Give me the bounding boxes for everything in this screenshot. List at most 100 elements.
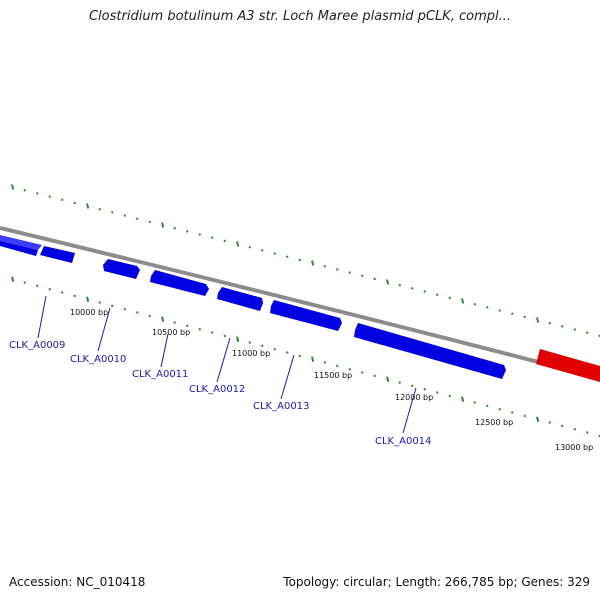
minor-tick: [398, 283, 401, 287]
minor-tick: [198, 233, 201, 236]
major-tick: [11, 184, 15, 190]
leader-line: [402, 387, 417, 434]
minor-tick: [498, 309, 501, 312]
gene-label[interactable]: CLK_A0010: [70, 354, 126, 365]
minor-tick: [348, 367, 351, 371]
minor-tick: [423, 290, 426, 293]
summary-text: Topology: circular; Length: 266,785 bp; …: [283, 575, 590, 589]
gene-label[interactable]: CLK_A0009: [9, 340, 65, 351]
minor-tick: [373, 277, 376, 281]
major-tick: [461, 298, 465, 304]
major-tick: [161, 222, 165, 228]
minor-tick: [398, 381, 401, 384]
minor-tick: [123, 307, 126, 311]
minor-tick: [373, 374, 376, 378]
minor-tick: [586, 331, 589, 334]
minor-tick: [573, 427, 576, 431]
gene-label[interactable]: CLK_A0013: [253, 401, 309, 412]
minor-tick: [586, 431, 589, 434]
minor-tick: [223, 239, 226, 243]
major-tick: [236, 336, 240, 342]
major-tick: [461, 396, 465, 402]
minor-tick: [336, 268, 339, 271]
leader-line: [160, 333, 169, 368]
inner-tick-track: [11, 276, 600, 438]
minor-tick: [286, 351, 289, 354]
minor-tick: [223, 334, 226, 338]
minor-tick: [98, 301, 101, 304]
gene-label[interactable]: CLK_A0014: [375, 436, 431, 447]
major-tick: [386, 279, 390, 285]
minor-tick: [473, 401, 476, 404]
gene-clk-a0012[interactable]: [217, 287, 263, 311]
gene-clk-a0009[interactable]: [0, 235, 42, 250]
position-label: 13000 bp: [555, 443, 593, 452]
minor-tick: [61, 291, 64, 294]
minor-tick: [61, 198, 64, 201]
gene-leader-lines: [37, 295, 417, 434]
position-label: 12500 bp: [475, 418, 513, 427]
minor-tick: [98, 207, 101, 211]
major-tick: [86, 203, 90, 209]
gene-reverse-red[interactable]: [536, 349, 600, 382]
minor-tick: [48, 195, 51, 198]
position-label: 10500 bp: [152, 328, 190, 337]
minor-tick: [548, 421, 551, 424]
minor-tick: [486, 306, 489, 309]
major-tick: [536, 317, 540, 323]
minor-tick: [261, 344, 264, 348]
major-tick: [536, 416, 540, 422]
minor-tick: [523, 414, 526, 418]
gene-label[interactable]: CLK_A0012: [189, 384, 245, 395]
minor-tick: [336, 364, 339, 368]
gene-clk-a0009[interactable]: [0, 241, 38, 256]
gene-labels: CLK_A0009 CLK_A0010 CLK_A0011 CLK_A0012 …: [9, 340, 431, 447]
minor-tick: [173, 321, 176, 324]
major-tick: [311, 260, 315, 266]
leader-line: [216, 337, 231, 383]
minor-tick: [523, 315, 526, 319]
backbone-line: [0, 226, 600, 380]
minor-tick: [198, 327, 201, 331]
major-tick: [161, 316, 165, 322]
minor-tick: [498, 407, 501, 411]
minor-tick: [136, 311, 139, 314]
minor-tick: [273, 347, 276, 351]
gene-clk-a0011[interactable]: [150, 270, 209, 296]
position-label: 10000 bp: [70, 308, 108, 317]
minor-tick: [248, 245, 251, 249]
minor-tick: [148, 314, 151, 318]
map-title: Clostridium botulinum A3 str. Loch Maree…: [88, 9, 511, 24]
minor-tick: [111, 304, 114, 308]
minor-tick: [111, 211, 114, 214]
minor-tick: [23, 281, 26, 284]
leader-line: [280, 354, 295, 400]
major-tick: [236, 241, 240, 247]
minor-tick: [273, 252, 276, 255]
minor-tick: [436, 391, 439, 394]
minor-tick: [411, 384, 414, 388]
outer-tick-track: [11, 184, 600, 338]
minor-tick: [323, 361, 326, 364]
minor-tick: [248, 341, 251, 344]
minor-tick: [136, 217, 139, 220]
minor-tick: [186, 230, 189, 233]
minor-tick: [411, 287, 414, 290]
gene-label[interactable]: CLK_A0011: [132, 369, 188, 380]
gene-clk-a0010[interactable]: [103, 259, 140, 279]
major-tick: [386, 376, 390, 382]
minor-tick: [561, 424, 564, 428]
minor-tick: [298, 354, 301, 358]
major-tick: [11, 276, 15, 282]
position-labels: 10000 bp 10500 bp 11000 bp 11500 bp 1200…: [70, 308, 593, 452]
minor-tick: [173, 226, 176, 230]
leader-line: [97, 307, 111, 352]
gene-clk-a0013[interactable]: [270, 300, 342, 331]
gene-clk-a0014[interactable]: [354, 323, 506, 379]
minor-tick: [448, 296, 451, 300]
minor-tick: [123, 214, 126, 217]
minor-tick: [348, 271, 351, 274]
minor-tick: [148, 220, 151, 224]
minor-tick: [361, 274, 364, 277]
gene-clk-a0009b[interactable]: [40, 246, 75, 263]
